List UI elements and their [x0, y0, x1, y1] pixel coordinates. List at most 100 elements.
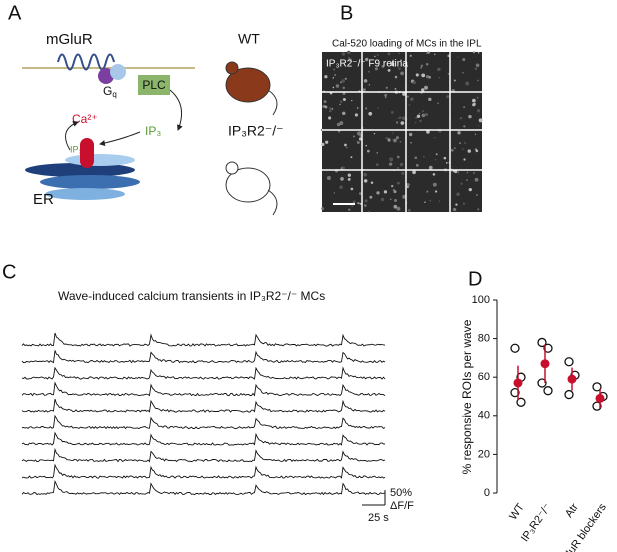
- speckle-dot: [381, 65, 385, 68]
- speckle-dot: [457, 131, 461, 135]
- speckle-dot: [473, 172, 475, 174]
- y-tick-label: 80: [478, 333, 490, 345]
- panel-label: A: [8, 2, 22, 24]
- label: IP₃R2⁻/⁻: [228, 123, 284, 139]
- speckle-dot: [390, 110, 394, 114]
- speckle-dot: [410, 97, 414, 101]
- speckle-dot: [460, 182, 463, 185]
- point: [564, 389, 574, 400]
- speckle-dot: [352, 200, 356, 204]
- speckle-dot: [365, 107, 368, 110]
- speckle-dot: [477, 208, 480, 211]
- label: ΔF/F: [390, 500, 414, 512]
- speckle-dot: [446, 95, 450, 99]
- speckle-dot: [457, 56, 459, 58]
- scale-bar: [362, 490, 386, 506]
- speckle-dot: [463, 158, 466, 161]
- g-protein: [110, 64, 126, 80]
- label: mGluR: [46, 31, 93, 48]
- speckle-dot: [476, 96, 479, 99]
- speckle-dot: [331, 107, 334, 110]
- speckle-dot: [408, 104, 411, 106]
- speckle-dot: [474, 67, 478, 71]
- speckle-dot: [322, 104, 326, 109]
- speckle-dot: [356, 107, 359, 109]
- speckle-dot: [394, 75, 398, 79]
- speckle-dot: [406, 95, 409, 98]
- speckle-dot: [321, 207, 325, 211]
- speckle-dot: [368, 111, 373, 116]
- speckle-dot: [425, 75, 429, 79]
- micrograph: [322, 52, 482, 212]
- trace: [21, 414, 386, 430]
- speckle-dot: [393, 204, 398, 209]
- speckle-dot: [357, 202, 360, 205]
- point: [510, 387, 520, 398]
- point: [543, 386, 553, 396]
- speckle-dot: [418, 112, 421, 115]
- speckle-dot: [433, 53, 436, 56]
- speckle-dot: [380, 197, 385, 202]
- speckle-dot: [400, 71, 404, 76]
- receptor: [57, 53, 115, 71]
- speckle-dot: [425, 62, 429, 66]
- speckle-dot: [401, 171, 405, 175]
- arrow: [99, 131, 141, 146]
- speckle-dot: [394, 87, 397, 90]
- speckle-dot: [456, 192, 460, 196]
- speckle-dot: [398, 67, 401, 70]
- speckle-dot: [339, 103, 341, 106]
- speckle-dot: [462, 148, 464, 151]
- speckle-dot: [392, 132, 394, 134]
- speckle-dot: [346, 146, 348, 149]
- speckle-dot: [466, 179, 468, 181]
- traces: [21, 332, 386, 496]
- speckle-dot: [342, 166, 345, 170]
- y-tick-label: 60: [478, 371, 490, 383]
- speckle-dot: [350, 187, 354, 191]
- speckle-dot: [376, 191, 380, 195]
- speckle-dot: [364, 204, 367, 207]
- speckle-dot: [415, 116, 418, 119]
- speckle-dot: [477, 79, 479, 82]
- label: 50%: [390, 487, 412, 499]
- point: [564, 357, 574, 367]
- speckle-dot: [376, 152, 378, 154]
- speckle-dot: [467, 149, 471, 153]
- grid-overlay: [322, 52, 482, 212]
- speckle-dot: [438, 200, 441, 202]
- speckle-dot: [337, 130, 341, 133]
- mouse-wt: [225, 61, 278, 116]
- speckle-dot: [393, 138, 397, 143]
- trace: [21, 366, 386, 380]
- speckle-dot: [364, 199, 368, 203]
- speckle-dot: [400, 121, 405, 125]
- speckle-dot: [362, 88, 366, 92]
- speckle-dot: [339, 121, 344, 126]
- speckle-dot: [365, 144, 368, 147]
- speckle-dot: [477, 109, 481, 113]
- speckle-dot: [397, 167, 400, 169]
- speckle-dot: [321, 142, 325, 147]
- x-tick-label: mGluR blockers: [554, 501, 609, 552]
- point: [592, 401, 602, 411]
- speckle-dot: [428, 165, 433, 170]
- speckle-dot: [421, 88, 425, 92]
- panel-label: D: [468, 268, 482, 290]
- speckle-dot: [453, 79, 456, 82]
- speckle-dot: [392, 139, 394, 141]
- speckle-dot: [352, 135, 356, 138]
- speckle-dot: [389, 157, 394, 162]
- speckle-dot: [332, 77, 335, 79]
- speckle-dot: [462, 71, 464, 74]
- arrow: [65, 121, 79, 151]
- speckle-dot: [409, 54, 412, 57]
- speckle-dot: [357, 131, 361, 136]
- speckle-dot: [323, 100, 327, 104]
- speckle-dot: [463, 125, 466, 128]
- title: Cal-520 loading of MCs in the IPL: [332, 39, 482, 50]
- speckle-dot: [421, 73, 426, 78]
- speckle-dot: [344, 143, 347, 147]
- speckle-dot: [348, 58, 353, 62]
- speckle-dot: [472, 98, 476, 103]
